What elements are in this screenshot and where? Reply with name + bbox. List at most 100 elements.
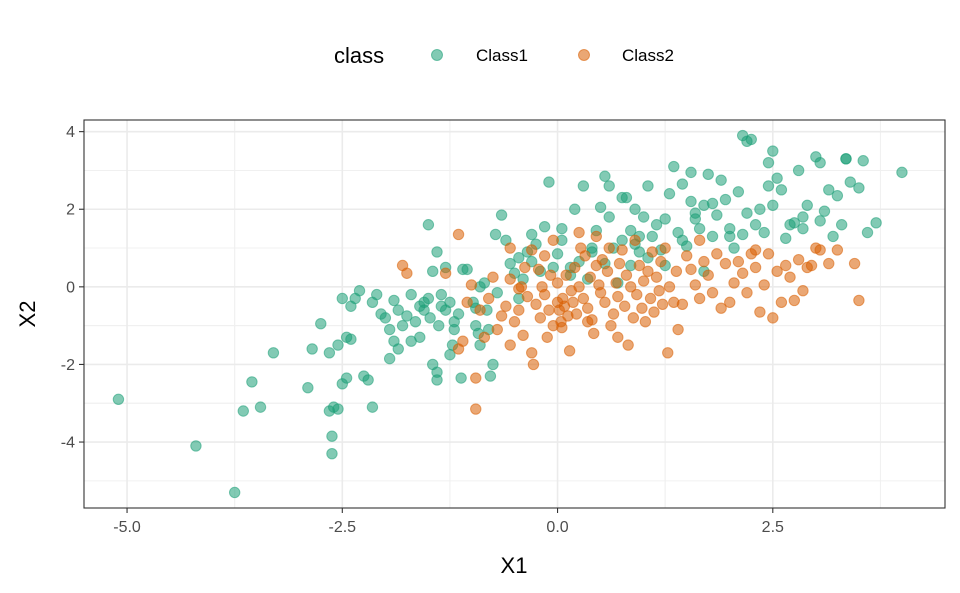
data-point-class2 — [715, 302, 727, 314]
data-point-class2 — [563, 345, 576, 357]
data-point-class2 — [579, 250, 591, 262]
data-point-class1 — [526, 228, 538, 241]
data-point-class2 — [823, 257, 835, 270]
data-point-class1 — [840, 153, 852, 165]
data-point-class1 — [693, 222, 706, 235]
data-point-class2 — [831, 244, 844, 256]
data-point-class2 — [487, 271, 499, 283]
data-point-class2 — [526, 244, 538, 256]
data-point-class2 — [584, 271, 596, 283]
data-point-class2 — [603, 242, 615, 254]
legend-label-class1: Class1 — [476, 46, 528, 65]
data-point-class1 — [650, 219, 663, 231]
data-point-class1 — [366, 401, 379, 413]
data-point-class2 — [470, 403, 482, 415]
data-point-class2 — [670, 265, 683, 278]
legend-key-class1 — [431, 49, 443, 61]
data-point-class2 — [629, 234, 641, 246]
data-point-class2 — [570, 308, 583, 320]
data-point-class2 — [532, 263, 545, 276]
data-point-class2 — [625, 281, 637, 293]
data-point-class2 — [622, 339, 634, 351]
data-point-class1 — [396, 319, 409, 332]
data-point-class2 — [396, 259, 409, 272]
data-point-class1 — [228, 486, 241, 499]
data-point-class2 — [648, 306, 660, 318]
data-point-class1 — [556, 222, 568, 235]
data-point-class1 — [487, 358, 499, 371]
data-point-class1 — [478, 277, 491, 289]
y-axis-title: X2 — [15, 301, 40, 328]
data-point-class2 — [547, 234, 559, 246]
data-point-class2 — [478, 331, 491, 343]
data-point-class1 — [719, 193, 732, 206]
data-point-class1 — [422, 292, 435, 305]
data-point-class2 — [749, 261, 762, 274]
data-point-class1 — [418, 304, 430, 316]
data-point-class1 — [711, 209, 723, 221]
data-point-class1 — [349, 292, 361, 305]
data-point-class2 — [805, 259, 818, 272]
data-point-class1 — [409, 316, 422, 328]
data-point-class1 — [625, 224, 637, 237]
data-point-class1 — [801, 199, 813, 212]
data-point-class1 — [775, 184, 788, 196]
data-point-class2 — [693, 234, 706, 246]
data-point-class1 — [792, 164, 805, 177]
data-point-class1 — [724, 230, 736, 243]
data-point-class2 — [676, 298, 689, 310]
data-point-class2 — [728, 277, 740, 289]
data-point-class2 — [633, 259, 646, 272]
data-point-class2 — [780, 259, 792, 272]
data-point-class1 — [424, 312, 436, 324]
data-point-class2 — [530, 298, 542, 310]
data-point-class1 — [237, 405, 249, 417]
data-point-class2 — [616, 244, 628, 256]
data-point-class1 — [745, 133, 757, 146]
data-point-class1 — [495, 209, 508, 221]
data-point-class2 — [541, 331, 553, 343]
data-point-class1 — [749, 219, 762, 231]
y-tick-label: 2 — [66, 202, 75, 219]
data-point-class1 — [489, 228, 502, 241]
data-point-class2 — [767, 312, 779, 324]
data-point-class2 — [741, 286, 753, 299]
data-point-class2 — [711, 248, 723, 260]
data-point-class2 — [508, 316, 521, 328]
data-point-class2 — [685, 263, 697, 276]
data-point-class2 — [500, 300, 512, 312]
data-point-class2 — [551, 277, 564, 289]
data-point-class1 — [771, 172, 783, 184]
data-point-class1 — [599, 170, 611, 182]
data-point-class2 — [656, 298, 669, 310]
data-point-class2 — [702, 269, 714, 281]
x-axis-title: X1 — [501, 553, 528, 578]
data-point-class1 — [538, 221, 551, 233]
data-point-class2 — [775, 296, 788, 309]
data-point-class2 — [797, 285, 809, 297]
data-point-class2 — [698, 255, 710, 268]
data-point-class1 — [362, 374, 374, 386]
data-point-class2 — [672, 323, 684, 336]
x-tick-label: 0.0 — [546, 519, 568, 536]
data-point-class1 — [345, 333, 357, 345]
data-point-class1 — [306, 343, 318, 355]
data-point-class2 — [556, 321, 568, 334]
data-point-class1 — [484, 370, 497, 382]
data-point-class1 — [741, 207, 753, 219]
data-point-class1 — [444, 296, 456, 309]
data-point-class2 — [613, 257, 626, 270]
data-point-class2 — [754, 306, 766, 318]
data-point-class2 — [646, 246, 658, 258]
data-point-class2 — [569, 261, 581, 274]
data-point-class1 — [835, 219, 848, 231]
x-tick-label: -2.5 — [329, 519, 357, 536]
x-tick-label: -5.0 — [113, 519, 141, 536]
legend-label-class2: Class2 — [622, 46, 674, 65]
data-point-class2 — [504, 339, 516, 351]
data-point-class2 — [594, 286, 607, 299]
data-point-class1 — [388, 294, 400, 307]
data-point-class2 — [538, 250, 551, 262]
data-point-class1 — [431, 246, 443, 258]
data-point-class2 — [526, 347, 538, 359]
